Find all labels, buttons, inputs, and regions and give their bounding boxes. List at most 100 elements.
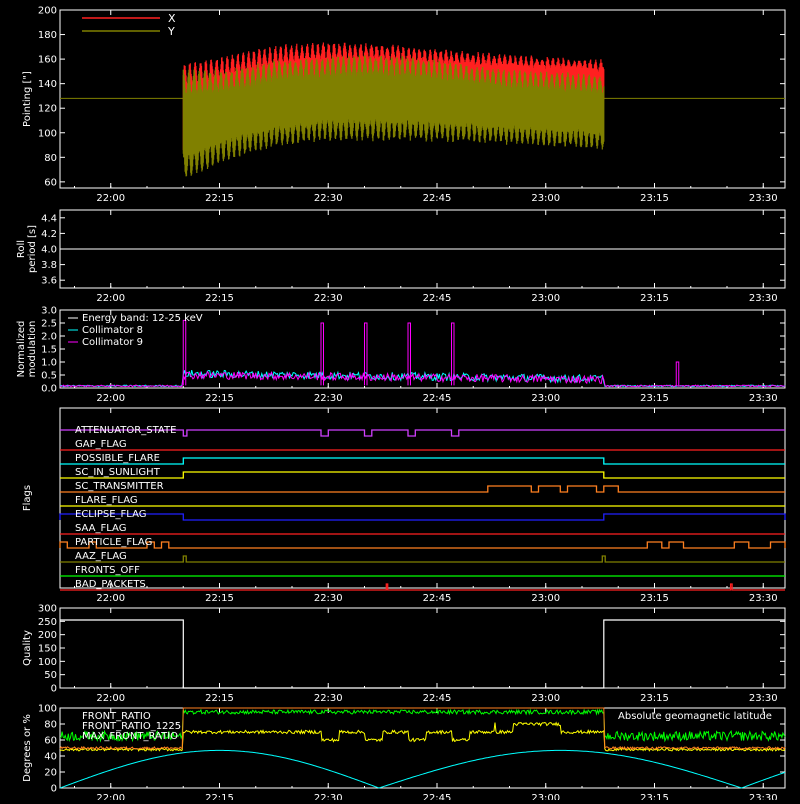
quality-y-tick-label: 50 <box>44 670 57 681</box>
flag-label-saa-flag: SAA_FLAG <box>75 523 126 534</box>
pointing-y-tick-label: 140 <box>38 79 57 90</box>
ratios-y-tick-label: 100 <box>38 704 57 715</box>
flags-panel-time-label: 22:00 <box>96 593 125 604</box>
quality-line <box>60 619 785 689</box>
modulation-panel-time-label: 22:30 <box>314 393 343 404</box>
roll-y-tick-label: 3.6 <box>41 276 57 287</box>
pointing-y-tick-label: 160 <box>38 55 57 66</box>
flag-label-aaz-flag: AAZ_FLAG <box>75 551 127 562</box>
ratios-legend-label: FRONT_RATIO <box>82 711 151 722</box>
ratios-panel-time-label: 23:00 <box>531 793 560 800</box>
flags-panel-time-label: 23:30 <box>749 593 778 604</box>
roll-panel-time-label: 23:00 <box>531 293 560 304</box>
modulation-panel-time-label: 22:15 <box>205 393 234 404</box>
modulation-y-axis-label: modulation <box>27 321 38 378</box>
ratios-y-tick-label: 60 <box>44 736 57 747</box>
ratios-y-axis-label: Degrees or % <box>22 714 33 782</box>
roll-panel-time-label: 22:45 <box>423 293 452 304</box>
roll-panel-time-label: 22:00 <box>96 293 125 304</box>
pointing-y-tick-label: 120 <box>38 104 57 115</box>
quality-panel-time-label: 22:00 <box>96 693 125 704</box>
ratios-legend-latitude: Absolute geomagnetic latitude <box>618 711 772 722</box>
flag-label-sc-transmitter: SC_TRANSMITTER <box>75 481 164 492</box>
modulation-y-tick-label: 1.0 <box>41 358 57 369</box>
quality-panel-time-label: 22:15 <box>205 693 234 704</box>
modulation-y-tick-label: 3.0 <box>41 306 57 317</box>
ratios-y-tick-label: 0 <box>51 784 57 795</box>
flag-label-sc-in-sunlight: SC_IN_SUNLIGHT <box>75 467 161 478</box>
flag-trace-bad-packets <box>60 583 785 591</box>
flag-trace-sc-transmitter <box>60 485 785 493</box>
quality-panel-time-label: 22:45 <box>423 693 452 704</box>
pointing-series-y <box>182 55 605 177</box>
modulation-panel-time-label: 23:15 <box>640 393 669 404</box>
pointing-y-tick-label: 100 <box>38 128 57 139</box>
ratios-y-tick-label: 40 <box>44 752 57 763</box>
ratios-panel-time-label: 22:00 <box>96 793 125 800</box>
modulation-y-tick-label: 2.5 <box>41 319 57 330</box>
modulation-y-tick-label: 0.0 <box>41 384 57 395</box>
roll-panel-time-label: 23:15 <box>640 293 669 304</box>
pointing-panel-frame <box>59 9 786 189</box>
pointing-panel-time-label: 22:00 <box>96 193 125 204</box>
flags-panel-frame <box>59 407 786 589</box>
modulation-panel-time-label: 23:30 <box>749 393 778 404</box>
ratios-series-max-front-ratio <box>59 707 786 751</box>
modulation-panel-time-label: 22:45 <box>423 393 452 404</box>
pointing-y-axis-label: Pointing ["] <box>22 71 33 127</box>
modulation-panel-time-label: 23:00 <box>531 393 560 404</box>
flags-panel-time-label: 22:15 <box>205 593 234 604</box>
roll-y-tick-label: 4.0 <box>41 245 57 256</box>
flag-trace-aaz-flag <box>60 555 785 563</box>
modulation-spike <box>675 361 680 386</box>
flag-label-fronts-off: FRONTS_OFF <box>75 565 140 576</box>
quality-panel-time-label: 23:00 <box>531 693 560 704</box>
roll-y-tick-label: 4.4 <box>41 213 57 224</box>
roll-panel-time-label: 23:30 <box>749 293 778 304</box>
pointing-y-tick-label: 200 <box>38 6 57 17</box>
pointing-panel-time-label: 23:00 <box>531 193 560 204</box>
modulation-series-collimator-9 <box>59 370 786 388</box>
modulation-y-tick-label: 1.5 <box>41 345 57 356</box>
quality-y-tick-label: 150 <box>38 644 57 655</box>
ratios-panel-time-label: 23:30 <box>749 793 778 800</box>
pointing-panel-time-label: 22:45 <box>423 193 452 204</box>
flag-label-possible-flare: POSSIBLE_FLARE <box>75 453 160 464</box>
quality-y-tick-label: 250 <box>38 617 57 628</box>
flags-panel-time-label: 23:15 <box>640 593 669 604</box>
flags-panel-time-label: 22:30 <box>314 593 343 604</box>
ratios-series-front-ratio <box>59 721 786 752</box>
ratios-panel-time-label: 22:45 <box>423 793 452 800</box>
pointing-panel-time-label: 22:30 <box>314 193 343 204</box>
quality-panel-time-label: 23:15 <box>640 693 669 704</box>
flag-trace-eclipse-flag <box>59 513 786 521</box>
pointing-panel-time-label: 22:15 <box>205 193 234 204</box>
quality-y-axis-label: Quality <box>22 630 33 666</box>
ratios-series-front-ratio-1225 <box>59 708 786 743</box>
pointing-y-tick-label: 60 <box>44 177 57 188</box>
modulation-spike <box>451 322 455 386</box>
flag-trace-attenuator-state <box>60 429 785 437</box>
flag-trace-possible-flare <box>60 457 785 465</box>
pointing-legend-label: Y <box>167 25 175 38</box>
ratios-series-geomagnetic-latitude <box>59 749 786 789</box>
roll-y-axis-label: period [s] <box>27 225 38 273</box>
modulation-spike <box>407 322 411 386</box>
pointing-y-tick-label: 180 <box>38 30 57 41</box>
flag-label-bad-packets: BAD_PACKETS <box>75 579 146 590</box>
modulation-spike <box>364 322 368 386</box>
ratios-y-tick-label: 20 <box>44 768 57 779</box>
modulation-spike <box>182 319 187 386</box>
roll-panel-time-label: 22:15 <box>205 293 234 304</box>
modulation-y-axis-label: Normalized <box>16 321 27 378</box>
roll-y-tick-label: 3.8 <box>41 260 57 271</box>
modulation-spike <box>320 322 324 386</box>
roll-panel-time-label: 22:30 <box>314 293 343 304</box>
quality-y-tick-label: 200 <box>38 630 57 641</box>
quality-panel-time-label: 22:30 <box>314 693 343 704</box>
flag-trace-particle-flag <box>59 541 786 549</box>
ratios-panel-time-label: 22:30 <box>314 793 343 800</box>
quality-y-tick-label: 100 <box>38 657 57 668</box>
pointing-panel-time-label: 23:15 <box>640 193 669 204</box>
